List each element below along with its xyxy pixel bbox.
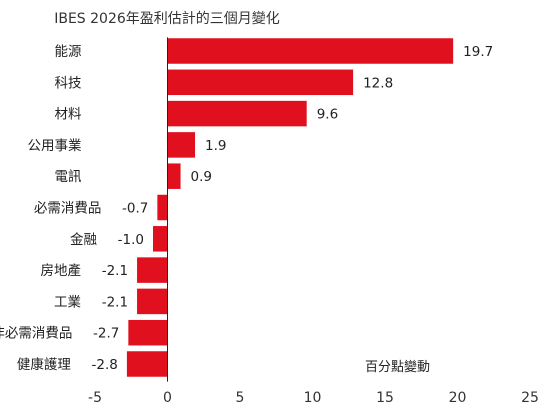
labels-layer: 19.7 能源 12.8 科技 9.6 材料 1.9 公用事業 0.9 電訊 -0.7 必需消費品 -1… (0, 44, 493, 373)
value-label-0: 19.7 (463, 44, 493, 60)
category-label-9: 非必需消費品 (0, 326, 72, 342)
x-tick-label-0: -5 (88, 390, 102, 406)
category-label-3: 公用事業 (28, 138, 82, 154)
bar-3 (167, 132, 196, 158)
bar-9 (128, 319, 168, 346)
value-label-1: 12.8 (363, 75, 393, 91)
bar-6 (153, 226, 168, 252)
x-tick-label-5: 20 (449, 390, 467, 406)
category-label-6: 金融 (70, 232, 97, 248)
value-label-7: -2.1 (102, 263, 128, 279)
value-label-10: -2.8 (92, 357, 118, 373)
bar-5 (157, 194, 168, 221)
category-label-2: 材料 (55, 107, 82, 123)
x-tick-label-4: 15 (376, 390, 394, 406)
value-label-5: -0.7 (122, 201, 148, 217)
bar-1 (167, 69, 354, 96)
category-label-0: 能源 (55, 44, 82, 60)
x-tick-label-6: 25 (521, 390, 539, 406)
value-label-4: 0.9 (191, 169, 212, 185)
bar-10 (126, 351, 168, 377)
unit-label: 百分點變動 (365, 359, 430, 375)
category-label-8: 工業 (54, 294, 81, 310)
value-label-3: 1.9 (205, 138, 226, 154)
category-label-4: 電訊 (55, 169, 82, 185)
value-label-8: -2.1 (102, 294, 128, 310)
bar-0 (167, 38, 454, 64)
value-label-6: -1.0 (118, 232, 144, 248)
bar-8 (137, 288, 168, 315)
x-tick-label-2: 5 (236, 390, 245, 406)
bars-layer (126, 38, 454, 377)
category-label-5: 必需消費品 (34, 201, 102, 217)
value-label-9: -2.7 (93, 326, 119, 342)
bar-7 (137, 257, 168, 283)
chart-title: IBES 2026年盈利估計的三個月變化 (54, 11, 280, 27)
x-axis-ticks: -5 0 5 10 15 20 25 (88, 390, 539, 406)
category-label-1: 科技 (55, 75, 82, 91)
x-tick-label-1: 0 (163, 390, 172, 406)
bar-4 (167, 163, 181, 189)
bar-2 (167, 100, 307, 127)
value-label-2: 9.6 (317, 107, 338, 123)
category-label-7: 房地產 (41, 262, 82, 279)
category-label-10: 健康護理 (17, 356, 71, 373)
x-tick-label-3: 10 (304, 390, 322, 406)
